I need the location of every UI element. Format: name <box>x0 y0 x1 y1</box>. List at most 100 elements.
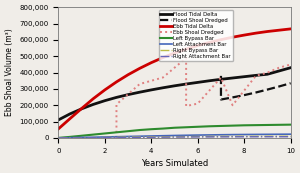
Left Attachment Bar <box>196 134 200 136</box>
Ebb Tidal Delta <box>231 36 234 38</box>
Ebb Tidal Delta <box>149 62 153 64</box>
Flood Tidal Delta <box>149 89 153 91</box>
Flood Shoal Dredged <box>289 82 292 84</box>
Left Attachment Bar <box>126 135 130 138</box>
Right Bypass Bar <box>103 136 106 139</box>
Ebb Tidal Delta <box>115 81 118 83</box>
Ebb Shoal Dredged <box>115 137 118 139</box>
Right Attachment Bar <box>173 136 176 138</box>
Right Attachment Bar <box>149 136 153 138</box>
Left Attachment Bar <box>289 133 292 135</box>
Line: Right Attachment Bar: Right Attachment Bar <box>58 137 291 138</box>
Right Bypass Bar <box>115 136 118 138</box>
Right Attachment Bar <box>266 136 269 138</box>
Line: Ebb Tidal Delta: Ebb Tidal Delta <box>58 29 291 129</box>
Right Attachment Bar <box>184 136 188 138</box>
Left Bypass Bar <box>277 124 281 126</box>
Right Bypass Bar <box>219 135 223 137</box>
Ebb Shoal Dredged <box>115 103 118 106</box>
Right Attachment Bar <box>231 136 234 138</box>
Right Attachment Bar <box>68 137 72 139</box>
Ebb Tidal Delta <box>103 89 106 91</box>
Right Bypass Bar <box>68 137 72 139</box>
Ebb Shoal Dredged <box>277 67 281 69</box>
Flood Tidal Delta <box>196 81 200 83</box>
Right Attachment Bar <box>254 136 258 138</box>
Right Bypass Bar <box>126 136 130 138</box>
Left Bypass Bar <box>57 137 60 139</box>
Right Attachment Bar <box>92 137 95 139</box>
Right Bypass Bar <box>149 136 153 138</box>
Left Attachment Bar <box>161 135 165 137</box>
Ebb Shoal Dredged <box>231 104 234 106</box>
Right Attachment Bar <box>103 137 106 139</box>
Ebb Tidal Delta <box>184 48 188 50</box>
Ebb Tidal Delta <box>289 28 292 30</box>
Flood Tidal Delta <box>266 73 269 75</box>
Ebb Tidal Delta <box>68 118 72 120</box>
Ebb Tidal Delta <box>254 32 258 34</box>
Ebb Tidal Delta <box>173 52 176 54</box>
Ebb Shoal Dredged <box>196 103 200 105</box>
Right Attachment Bar <box>80 137 83 139</box>
Right Bypass Bar <box>208 135 211 138</box>
Left Bypass Bar <box>92 134 95 136</box>
Flood Tidal Delta <box>173 85 176 87</box>
Ebb Tidal Delta <box>277 29 281 31</box>
Left Bypass Bar <box>196 126 200 128</box>
Right Bypass Bar <box>184 135 188 138</box>
Right Bypass Bar <box>289 135 292 137</box>
Left Bypass Bar <box>266 124 269 126</box>
Left Attachment Bar <box>115 136 118 138</box>
Right Bypass Bar <box>138 136 142 138</box>
Flood Tidal Delta <box>138 91 142 93</box>
Flood Tidal Delta <box>289 67 292 69</box>
Right Bypass Bar <box>161 136 165 138</box>
Ebb Shoal Dredged <box>184 57 188 59</box>
Flood Tidal Delta <box>161 87 165 89</box>
Flood Shoal Dredged <box>254 92 258 94</box>
Left Bypass Bar <box>208 125 211 127</box>
Flood Tidal Delta <box>231 77 234 79</box>
Ebb Tidal Delta <box>126 74 130 76</box>
Left Bypass Bar <box>80 135 83 137</box>
Left Bypass Bar <box>126 130 130 132</box>
Ebb Tidal Delta <box>92 98 95 100</box>
Flood Tidal Delta <box>254 74 258 76</box>
Line: Left Bypass Bar: Left Bypass Bar <box>58 125 291 138</box>
Flood Tidal Delta <box>184 83 188 85</box>
Left Attachment Bar <box>219 134 223 136</box>
Left Attachment Bar <box>184 134 188 136</box>
Flood Shoal Dredged <box>219 98 223 101</box>
Left Bypass Bar <box>242 124 246 126</box>
Right Bypass Bar <box>196 135 200 138</box>
Ebb Shoal Dredged <box>161 76 165 79</box>
Left Attachment Bar <box>173 134 176 136</box>
Right Attachment Bar <box>115 136 118 139</box>
Y-axis label: Ebb Shoal Volume (m³): Ebb Shoal Volume (m³) <box>5 29 14 116</box>
Right Bypass Bar <box>173 136 176 138</box>
Ebb Tidal Delta <box>208 41 211 43</box>
Ebb Tidal Delta <box>57 128 60 130</box>
Left Bypass Bar <box>173 127 176 129</box>
Right Bypass Bar <box>80 137 83 139</box>
Ebb Tidal Delta <box>138 67 142 69</box>
Left Attachment Bar <box>80 136 83 139</box>
Left Bypass Bar <box>138 129 142 131</box>
Right Attachment Bar <box>196 136 200 138</box>
Ebb Tidal Delta <box>80 107 83 110</box>
Right Bypass Bar <box>57 137 60 139</box>
Ebb Shoal Dredged <box>219 76 223 79</box>
Left Attachment Bar <box>208 134 211 136</box>
Ebb Shoal Dredged <box>138 83 142 85</box>
Right Bypass Bar <box>231 135 234 137</box>
Left Bypass Bar <box>68 136 72 138</box>
X-axis label: Years Simulated: Years Simulated <box>141 159 208 168</box>
Flood Tidal Delta <box>68 113 72 115</box>
Ebb Shoal Dredged <box>184 105 188 107</box>
Right Attachment Bar <box>138 136 142 138</box>
Ebb Shoal Dredged <box>254 75 258 77</box>
Right Attachment Bar <box>289 136 292 138</box>
Flood Tidal Delta <box>115 96 118 98</box>
Flood Tidal Delta <box>80 108 83 110</box>
